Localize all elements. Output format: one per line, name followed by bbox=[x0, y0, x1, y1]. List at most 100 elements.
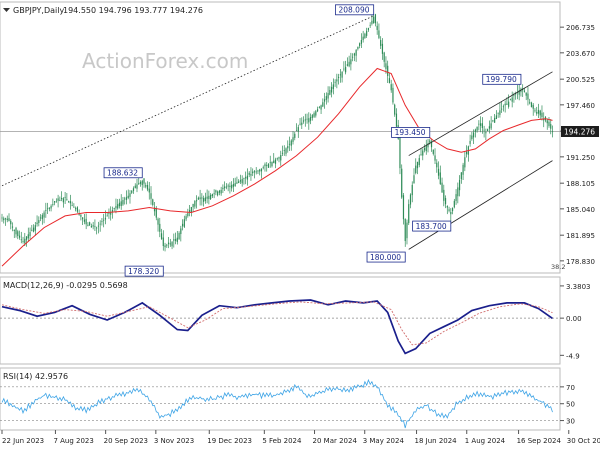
rsi-title: RSI(14) 42.9576 bbox=[3, 372, 68, 381]
candle-body bbox=[155, 208, 157, 218]
candle-body bbox=[215, 190, 217, 193]
price-tick-label: 181.895 bbox=[566, 232, 595, 240]
candle-body bbox=[488, 126, 490, 129]
macd-title: MACD(12,26,9) -0.0295 0.5698 bbox=[3, 281, 128, 290]
candle-body bbox=[329, 89, 331, 95]
candle-body bbox=[101, 221, 103, 222]
candle-body bbox=[497, 112, 499, 114]
candle-body bbox=[29, 232, 31, 237]
candle-body bbox=[39, 217, 42, 219]
candle-body bbox=[232, 184, 235, 187]
candle-body bbox=[138, 183, 140, 185]
candle-body bbox=[224, 186, 226, 189]
candle-body bbox=[348, 61, 350, 67]
candle-body bbox=[76, 207, 78, 212]
candle-body bbox=[450, 211, 452, 215]
candle-body bbox=[306, 118, 308, 120]
macd-panel: 3.3803 0.00 -4.9 bbox=[0, 283, 591, 360]
candle-body bbox=[402, 195, 405, 220]
candle-body bbox=[471, 135, 473, 140]
candle-body bbox=[302, 120, 305, 122]
candle-body bbox=[236, 182, 238, 184]
candle-body bbox=[187, 213, 189, 217]
candle-body bbox=[359, 43, 361, 46]
candle-body bbox=[259, 169, 261, 172]
rsi-tick-label: 50 bbox=[566, 401, 575, 409]
candle-body bbox=[218, 190, 220, 193]
candle-body bbox=[241, 179, 243, 184]
candle-body bbox=[308, 118, 310, 123]
price-tick-label: 203.670 bbox=[566, 50, 595, 58]
candle-body bbox=[465, 151, 468, 155]
price-tick-label: 200.525 bbox=[566, 76, 595, 84]
candle-body bbox=[46, 208, 49, 210]
price-annotation-label: 178.320 bbox=[128, 267, 159, 276]
candle-body bbox=[260, 168, 263, 172]
time-tick-label: 16 Sep 2024 bbox=[517, 437, 562, 445]
candle-body bbox=[115, 206, 117, 209]
candle-body bbox=[355, 50, 357, 56]
candle-body bbox=[487, 129, 489, 132]
candle-body bbox=[283, 150, 285, 152]
candle-body bbox=[262, 167, 264, 169]
candle-body bbox=[36, 222, 38, 225]
price-tick-label: 188.105 bbox=[566, 180, 595, 188]
candle-body bbox=[376, 25, 378, 30]
candle-body bbox=[390, 84, 392, 91]
candle-body bbox=[509, 99, 512, 101]
time-axis: 22 Jun 2023 7 Aug 2023 20 Sep 2023 3 Nov 20… bbox=[1, 430, 600, 445]
price-annotation-label: 208.090 bbox=[338, 6, 369, 15]
candle-body bbox=[68, 201, 70, 203]
candle-body bbox=[385, 63, 387, 69]
candle-body bbox=[50, 205, 52, 209]
candle-body bbox=[534, 110, 536, 112]
candle-body bbox=[169, 243, 171, 245]
candle-body bbox=[266, 165, 268, 166]
candle-body bbox=[325, 96, 327, 100]
candle-body bbox=[31, 229, 33, 231]
price-annotation-label: 188.632 bbox=[107, 169, 138, 178]
candle-body bbox=[453, 200, 455, 208]
time-tick-label: 19 Dec 2023 bbox=[207, 437, 252, 445]
time-tick-label: 3 May 2024 bbox=[363, 437, 405, 445]
candle-body bbox=[85, 218, 87, 225]
dropdown-arrow-icon[interactable] bbox=[3, 8, 10, 12]
candle-body bbox=[515, 93, 517, 95]
candle-body bbox=[423, 148, 426, 151]
price-tick-label: 206.735 bbox=[566, 24, 595, 32]
candle-body bbox=[462, 164, 464, 175]
candle-body bbox=[395, 113, 398, 127]
candle-body bbox=[448, 209, 450, 211]
price-annotation-box bbox=[335, 4, 375, 16]
candle-body bbox=[110, 211, 112, 215]
candle-body bbox=[217, 191, 219, 196]
candle-body bbox=[458, 179, 461, 191]
last-price-tag-label: 194.276 bbox=[564, 128, 595, 137]
candle-body bbox=[388, 78, 391, 84]
candle-body bbox=[464, 157, 466, 168]
candle-body bbox=[485, 132, 487, 134]
candles bbox=[1, 9, 554, 252]
candle-body bbox=[422, 150, 424, 156]
price-annotation-label: 193.450 bbox=[395, 128, 426, 137]
price-tick-label: 197.460 bbox=[566, 102, 595, 110]
candle-body bbox=[537, 109, 540, 114]
candle-body bbox=[290, 140, 292, 146]
macd-line bbox=[1, 299, 553, 355]
candle-body bbox=[443, 189, 445, 201]
candle-body bbox=[525, 92, 527, 96]
candle-body bbox=[27, 234, 29, 239]
price-tick-label: 185.040 bbox=[566, 206, 595, 214]
candle-body bbox=[322, 102, 324, 107]
candle-body bbox=[160, 233, 163, 239]
candle-body bbox=[199, 197, 201, 200]
candle-body bbox=[203, 198, 205, 202]
candle-body bbox=[252, 171, 254, 174]
candle-body bbox=[113, 208, 115, 209]
candle-body bbox=[53, 201, 56, 203]
macd-tick-label: -4.9 bbox=[566, 352, 580, 360]
corner-label: 38.2 bbox=[551, 263, 565, 271]
candle-body bbox=[501, 108, 503, 110]
price-annotation-box bbox=[366, 251, 406, 263]
